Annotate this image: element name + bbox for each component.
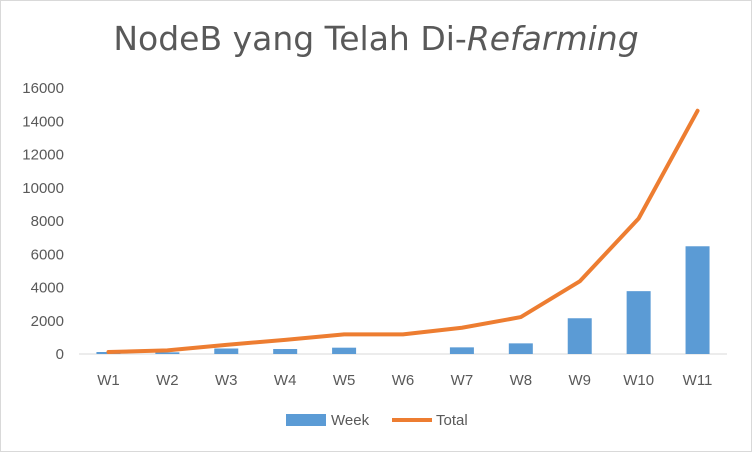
bar-week: [685, 246, 710, 354]
bar-week: [508, 343, 533, 354]
y-tick-label: 10000: [22, 180, 64, 197]
y-tick-label: 14000: [22, 113, 64, 130]
bar-week: [214, 348, 239, 354]
x-tick-label: W4: [274, 372, 297, 389]
y-tick-label: 0: [56, 346, 64, 363]
bar-week: [567, 318, 592, 354]
bar-week: [332, 347, 357, 354]
bar-week: [155, 352, 180, 354]
bar-week: [449, 347, 474, 354]
bar-week: [626, 291, 651, 354]
legend-week-label: Week: [331, 412, 370, 429]
x-tick-label: W7: [451, 372, 474, 389]
x-tick-label: W8: [510, 372, 533, 389]
bar-week: [273, 349, 298, 354]
y-tick-label: 16000: [22, 80, 64, 97]
x-tick-label: W11: [683, 372, 713, 389]
legend-week-swatch: [286, 414, 326, 426]
x-tick-label: W3: [215, 372, 238, 389]
chart-title-main: NodeB yang Telah Di-: [113, 19, 467, 58]
x-tick-label: W1: [97, 372, 120, 389]
x-tick-label: W9: [568, 372, 591, 389]
legend: Week Total: [286, 412, 468, 429]
x-tick-label: W10: [623, 372, 654, 389]
legend-total-label: Total: [436, 412, 468, 429]
x-tick-label: W2: [156, 372, 179, 389]
y-tick-label: 4000: [31, 280, 64, 297]
y-tick-label: 2000: [31, 313, 64, 330]
y-axis: 0 2000 4000 6000 8000 10000 12000 14000 16000: [22, 80, 64, 363]
x-axis: W1 W2 W3 W4 W5 W6 W7 W8 W9 W10 W11: [97, 372, 712, 389]
bar-series-week: [96, 246, 710, 354]
y-tick-label: 6000: [31, 246, 64, 263]
line-series-total: [106, 108, 700, 355]
y-tick-label: 12000: [22, 147, 64, 164]
x-tick-label: W6: [392, 372, 415, 389]
chart-title: NodeB yang Telah Di-Refarming: [1, 19, 751, 58]
y-tick-label: 8000: [31, 213, 64, 230]
x-tick-label: W5: [333, 372, 356, 389]
chart-title-italic: Refarming: [466, 19, 639, 58]
